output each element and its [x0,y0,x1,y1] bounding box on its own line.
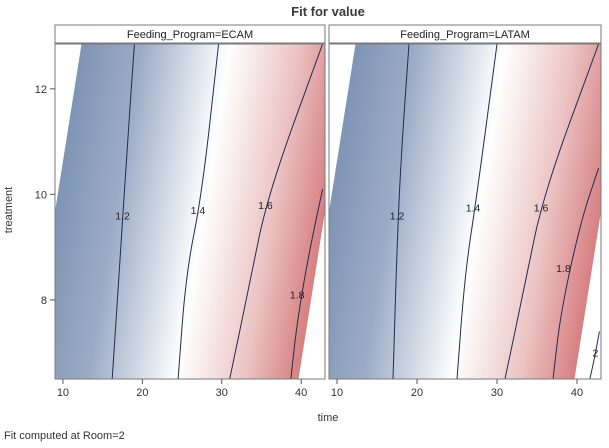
y-tick-label: 12 [35,84,47,96]
contour-line-1.2 [111,44,135,379]
contour-line-1.4 [456,44,498,379]
contour-line-1.8 [552,167,600,379]
y-tick-label: 8 [41,295,47,307]
x-tick-label: 20 [136,387,148,399]
contour-label: 1.8 [290,290,305,302]
y-axis-label: treatment [3,187,15,233]
contour-label: 1.8 [556,263,571,275]
x-axis-label: time [318,412,339,424]
contour-label: 1.4 [191,205,206,217]
contour-label: 1.2 [115,210,130,222]
contour-label: 1.6 [534,203,549,215]
surface-fill [329,44,601,379]
contour-line-1.6 [504,44,600,379]
contour-line-1.6 [229,44,324,379]
contour-line-1.8 [290,188,324,379]
x-tick-label: 30 [216,387,228,399]
contour-label: 1.2 [390,210,405,222]
panel-strip-label: Feeding_Program=ECAM [127,29,253,41]
contour-label: 2 [592,348,598,360]
panel-strip-label: Feeding_Program=LATAM [400,29,530,41]
x-axis: 10 20 30 40 10 20 30 40 [57,379,583,399]
footnote: Fit computed at Room=2 [4,430,125,442]
panel-strip [54,24,326,44]
contour-label: 1.4 [466,203,481,215]
contour-line-1.2 [392,44,410,379]
panel-frame [54,43,326,380]
surface-fill [55,44,325,379]
x-tick-label: 40 [295,387,307,399]
x-tick-label: 40 [571,387,583,399]
x-tick-label: 30 [491,387,503,399]
response-surface [329,44,601,379]
chart-title: Fit for value [291,4,365,19]
panel-2: Feeding_Program=LATAM 1.2 1.4 1.6 1.8 2 [328,24,602,380]
x-tick-label: 10 [57,387,69,399]
y-axis: 8 10 12 [35,84,55,307]
contour-line-2 [589,331,600,379]
contour-line-1.4 [177,44,220,379]
panel-frame [328,43,602,380]
panel-1: Feeding_Program=ECAM 1.2 1.4 1.6 1.8 [54,24,326,380]
contour-label: 1.6 [258,200,273,212]
panel-strip [328,24,602,44]
x-tick-label: 20 [411,387,423,399]
y-tick-label: 10 [35,189,47,201]
response-surface [55,44,325,379]
x-tick-label: 10 [331,387,343,399]
